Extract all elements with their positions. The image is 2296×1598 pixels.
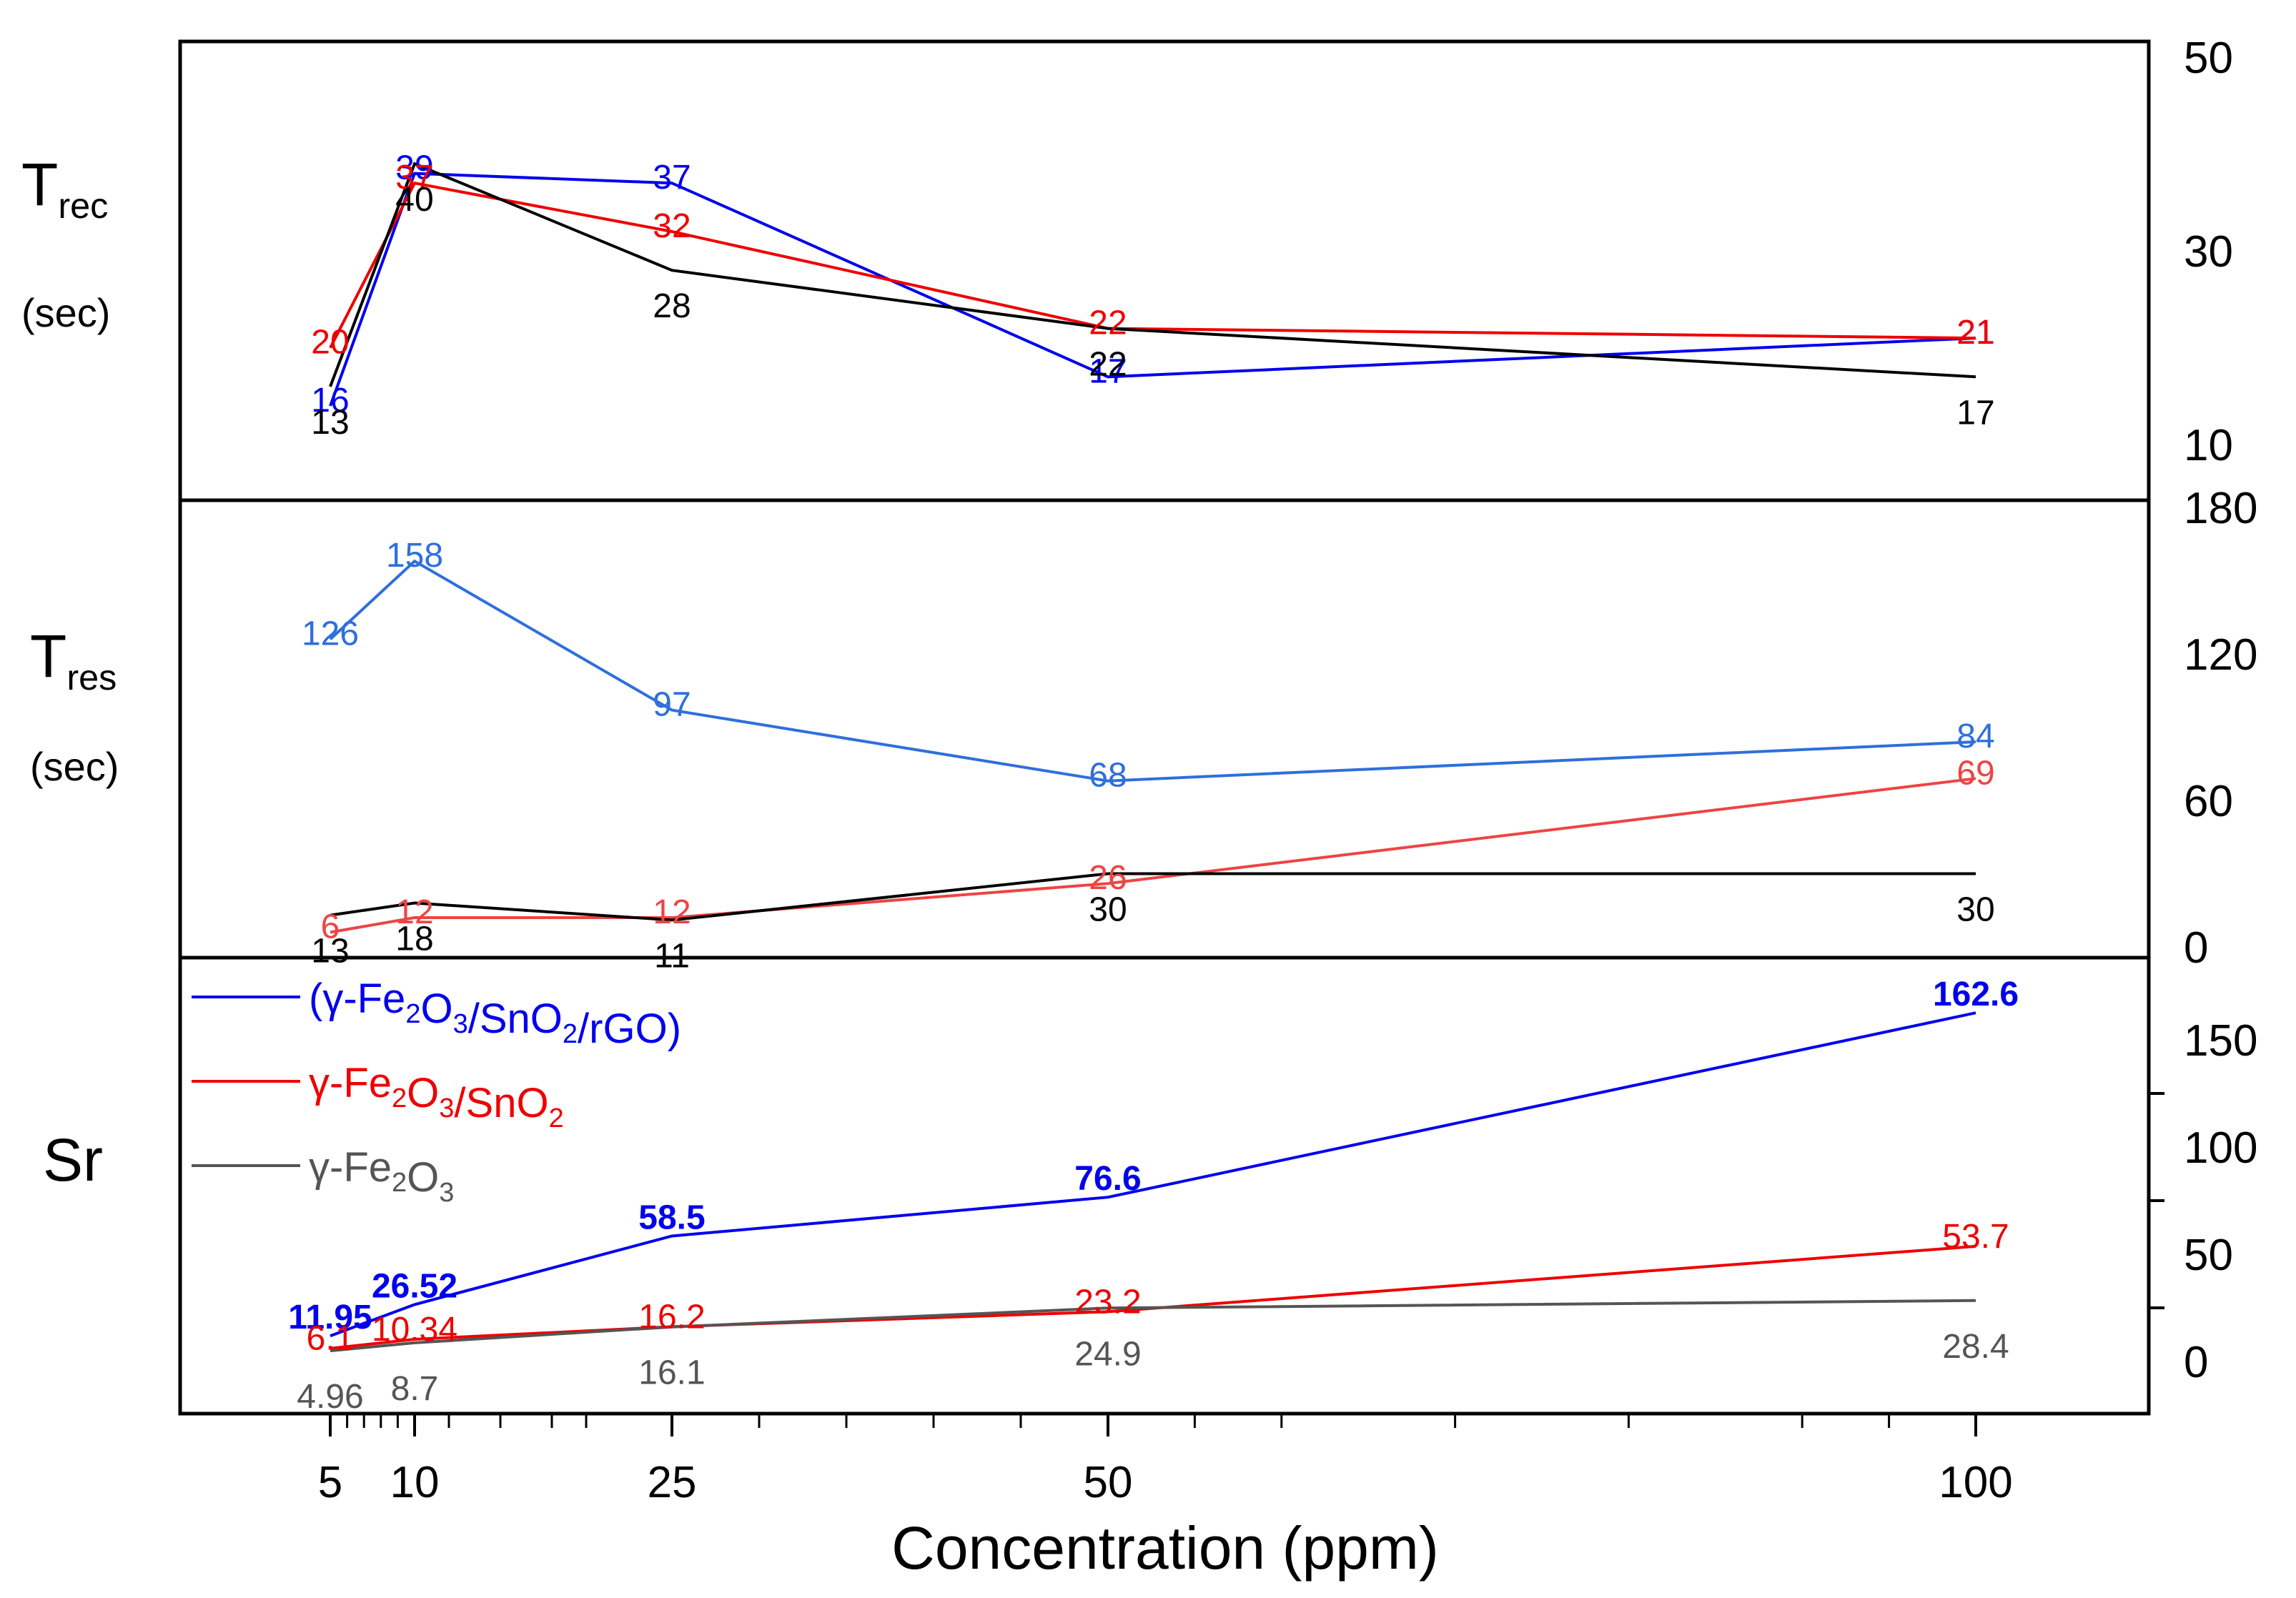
trec-label: Trec xyxy=(21,151,109,226)
data-label: 11 xyxy=(654,937,690,975)
data-label: 18 xyxy=(395,920,433,958)
data-label: 13 xyxy=(311,933,349,971)
data-label: 17 xyxy=(1956,394,1994,432)
y-tick-label: 150 xyxy=(2184,1016,2257,1066)
plot-frame xyxy=(178,39,2151,1416)
y-tick-label: 100 xyxy=(2184,1123,2257,1173)
x-tick-label: 10 xyxy=(390,1458,440,1507)
data-label: 23.2 xyxy=(1074,1283,1141,1321)
data-label: 158 xyxy=(386,537,443,575)
series-line-tres xyxy=(329,559,1976,783)
data-label: 68 xyxy=(1089,757,1127,795)
data-label: 10.34 xyxy=(372,1311,457,1349)
data-label: 11.95 xyxy=(288,1299,372,1336)
data-label: 6 xyxy=(321,908,340,946)
data-label: 28 xyxy=(653,287,691,325)
y-tick-label: 50 xyxy=(2184,34,2233,83)
sr-label: Sr xyxy=(43,1126,103,1193)
data-label: 6.1 xyxy=(307,1320,355,1358)
y-tick-label: 30 xyxy=(2184,227,2233,277)
data-label: 53.7 xyxy=(1942,1218,2009,1256)
y-tick-label: 0 xyxy=(2184,1338,2208,1387)
data-label: 37 xyxy=(653,159,691,197)
data-label: 126 xyxy=(302,615,359,653)
data-label: 21 xyxy=(1956,314,1994,352)
legend-label: (γ-Fe2O3/SnO2/rGO) xyxy=(309,976,681,1052)
data-label: 37 xyxy=(395,159,433,197)
data-label: 84 xyxy=(1956,718,1994,755)
legend-label: γ-Fe2O3/SnO2 xyxy=(309,1060,564,1133)
x-tick-label: 50 xyxy=(1084,1458,1133,1507)
data-label: 17 xyxy=(1089,352,1127,390)
x-tick-label: 25 xyxy=(648,1458,697,1507)
data-label: 40 xyxy=(395,181,433,219)
y-tick-label: 10 xyxy=(2184,421,2233,470)
data-label: 30 xyxy=(1089,891,1127,929)
data-label: 32 xyxy=(653,207,691,245)
data-label: 16.2 xyxy=(638,1298,705,1336)
series-line-sr xyxy=(330,1011,1976,1338)
data-label: 30 xyxy=(1956,891,1994,929)
series-line-trec xyxy=(329,172,1976,407)
data-label: 12 xyxy=(395,893,433,931)
x-axis-title: Concentration (ppm) xyxy=(891,1514,1439,1582)
series-line-tres xyxy=(330,777,1976,934)
data-label: 13 xyxy=(311,404,349,442)
trec-unit: (sec) xyxy=(21,290,111,335)
tres-unit: (sec) xyxy=(30,744,119,789)
data-label: 76.6 xyxy=(1074,1160,1141,1198)
series-line-trec xyxy=(329,162,1976,387)
data-label: 16 xyxy=(311,382,349,420)
y-tick-label: 50 xyxy=(2184,1231,2233,1280)
x-tick-label: 5 xyxy=(318,1458,342,1507)
data-label: 69 xyxy=(1956,754,1994,792)
data-label: 162.6 xyxy=(1933,976,2019,1013)
data-label: 97 xyxy=(653,686,691,724)
data-label: 20 xyxy=(311,324,349,362)
tres-label: Tres xyxy=(30,622,117,698)
x-tick-label: 100 xyxy=(1939,1458,2012,1507)
legend-label: γ-Fe2O3 xyxy=(309,1144,454,1208)
data-label: 21 xyxy=(1956,314,1994,352)
y-tick-label: 120 xyxy=(2184,630,2257,680)
data-label: 26.52 xyxy=(372,1267,457,1305)
data-label: 22 xyxy=(1089,346,1127,384)
series-line-tres xyxy=(330,872,1976,922)
data-label: 4.96 xyxy=(297,1378,363,1416)
data-label: 24.9 xyxy=(1074,1335,1141,1373)
data-label: 22 xyxy=(1089,304,1127,342)
series-line-trec xyxy=(329,181,1976,349)
data-label: 58.5 xyxy=(638,1199,705,1237)
data-label: 8.7 xyxy=(391,1370,439,1408)
y-tick-label: 0 xyxy=(2184,923,2208,973)
y-tick-label: 180 xyxy=(2184,484,2257,533)
data-label: 16.1 xyxy=(638,1354,705,1392)
data-label: 12 xyxy=(653,893,691,931)
series-line-sr xyxy=(330,1299,1976,1353)
data-label: 26 xyxy=(1089,859,1127,897)
data-label: 39 xyxy=(395,149,433,187)
y-tick-label: 60 xyxy=(2184,777,2233,826)
data-label: 28.4 xyxy=(1942,1328,2009,1366)
